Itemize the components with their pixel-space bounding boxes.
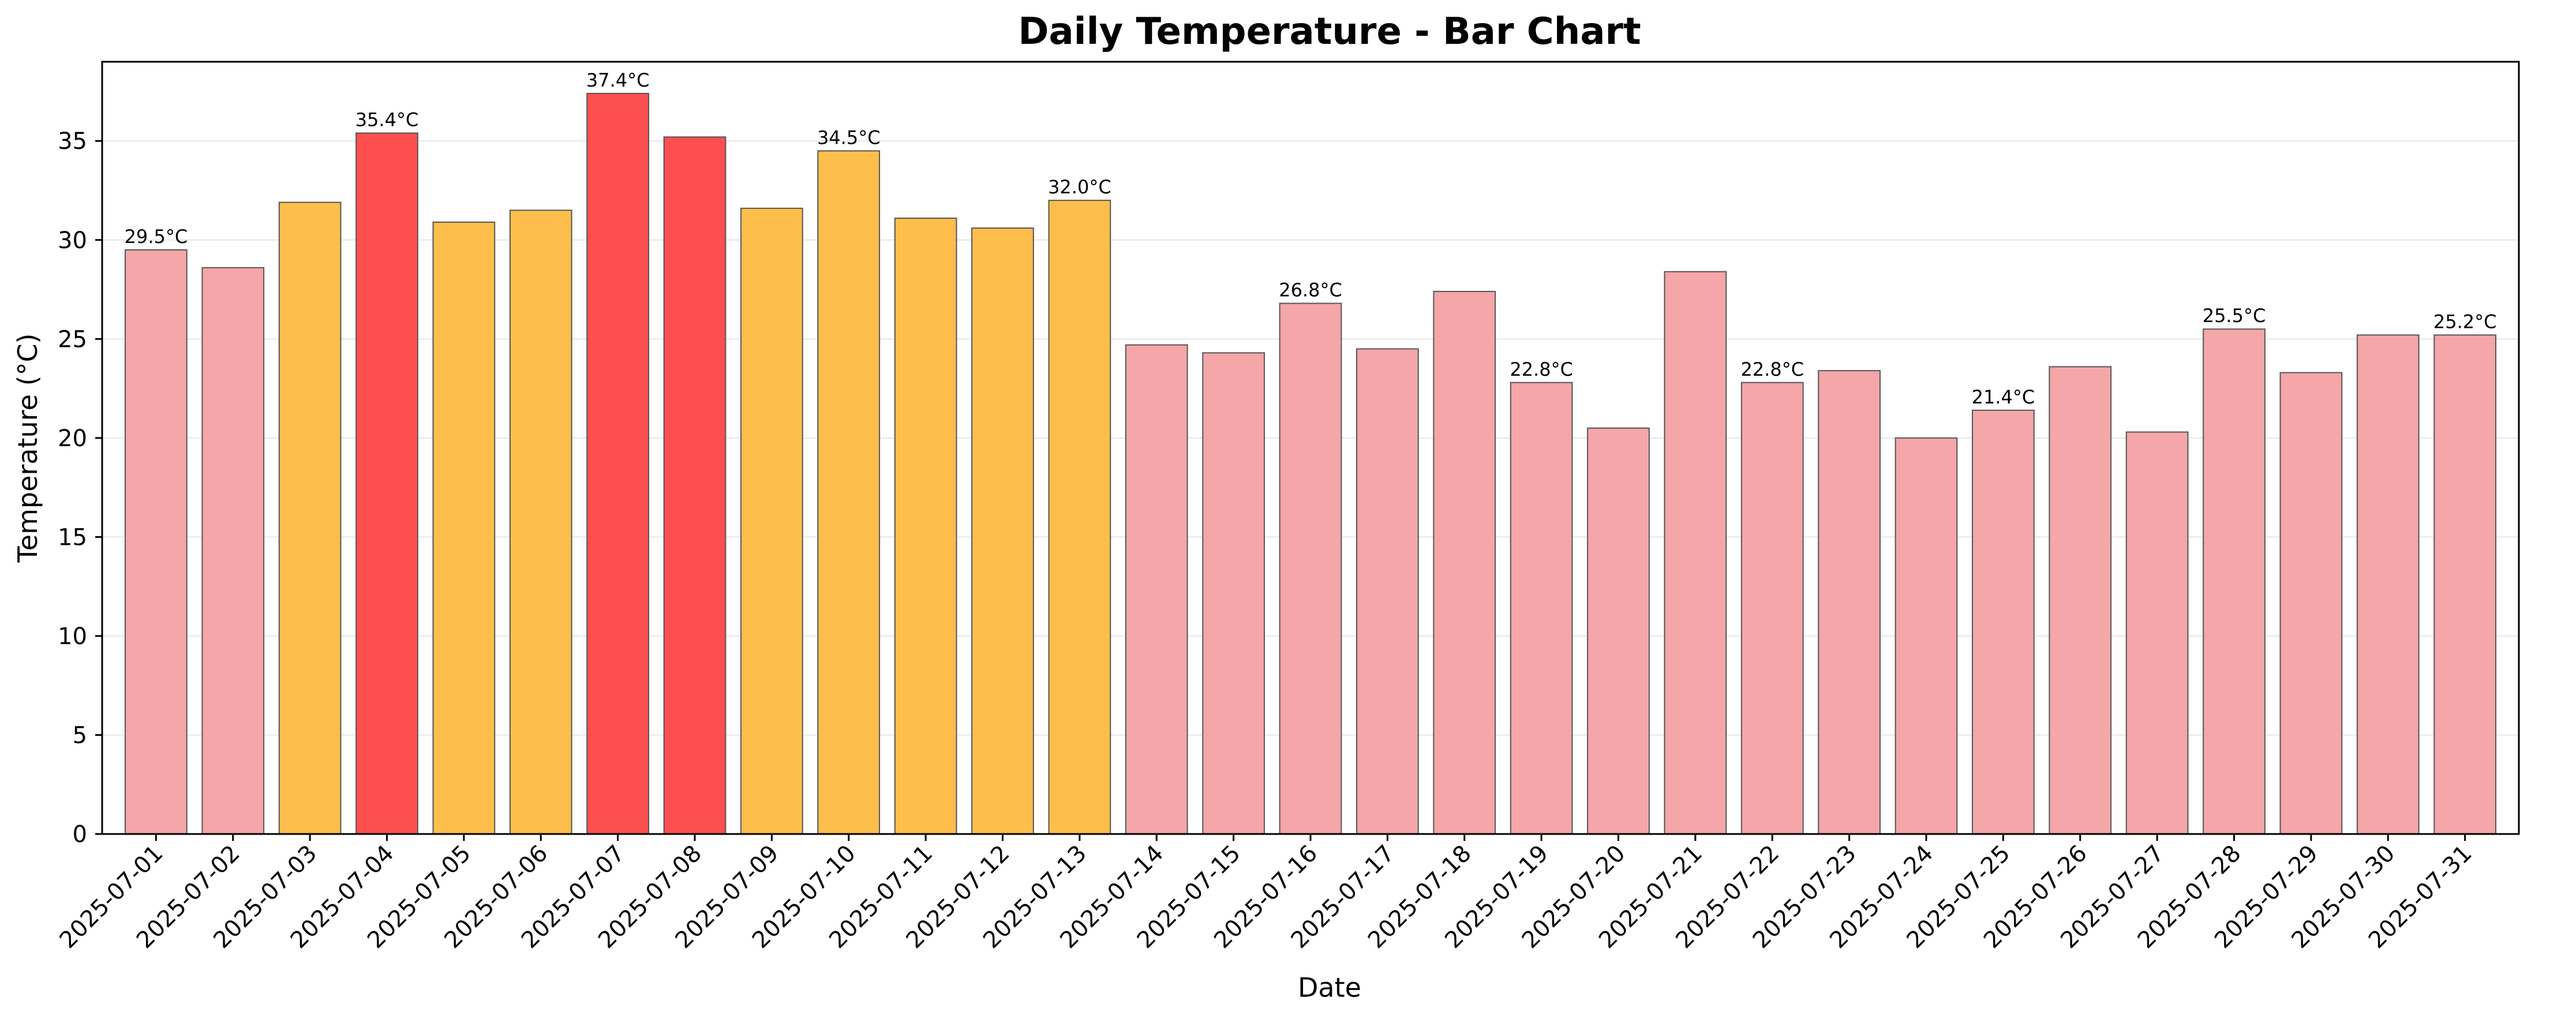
bar-2025-07-02 (201, 267, 265, 835)
bar-2025-07-17 (1356, 348, 1419, 835)
bar-data-label: 37.4°C (586, 69, 650, 91)
bar-2025-07-12 (971, 227, 1034, 835)
bar-data-label: 35.4°C (355, 109, 419, 131)
bar-2025-07-23 (1818, 370, 1881, 835)
bar-data-label: 21.4°C (1972, 386, 2035, 408)
bar-2025-07-19 (1510, 382, 1573, 835)
y-tick-label: 5 (73, 722, 87, 749)
y-tick-label: 25 (58, 326, 87, 353)
bar-2025-07-24 (1894, 437, 1958, 835)
bar-data-label: 25.5°C (2203, 305, 2266, 327)
bar-2025-07-27 (2125, 431, 2189, 835)
bar-2025-07-22 (1740, 382, 1804, 835)
y-axis-label: Temperature (°C) (12, 333, 43, 563)
bar-data-label: 26.8°C (1279, 279, 1342, 301)
bar-2025-07-26 (2049, 366, 2112, 835)
x-axis-label: Date (1298, 972, 1361, 1003)
y-axis-ticks: 0 5 10 15 20 25 30 35 (58, 128, 102, 848)
bar-2025-07-14 (1125, 344, 1188, 835)
y-tick-label: 10 (58, 623, 87, 650)
bar-2025-07-30 (2356, 334, 2420, 835)
chart-title: Daily Temperature - Bar Chart (1018, 10, 1641, 53)
y-tick-label: 20 (58, 425, 87, 452)
y-tick-label: 15 (58, 524, 87, 551)
bar-2025-07-21 (1664, 271, 1727, 835)
bar-2025-07-25 (1972, 409, 2035, 835)
bar-data-label: 34.5°C (817, 126, 881, 148)
bar-data-label: 29.5°C (125, 226, 188, 248)
bar-data-label: 22.8°C (1510, 358, 1573, 380)
bar-2025-07-09 (740, 207, 803, 835)
bar-2025-07-10 (817, 150, 881, 835)
bar-data-label: 25.2°C (2433, 311, 2497, 332)
bars (125, 92, 2496, 835)
bar-2025-07-04 (355, 132, 418, 835)
bar-2025-07-08 (663, 136, 727, 835)
y-tick-label: 30 (58, 227, 87, 254)
bar-2025-07-06 (509, 210, 572, 835)
bar-2025-07-16 (1279, 302, 1342, 835)
bar-2025-07-11 (894, 218, 957, 835)
bar-2025-07-18 (1433, 290, 1496, 835)
bar-2025-07-29 (2279, 372, 2343, 835)
bar-2025-07-05 (432, 221, 496, 835)
bar-2025-07-20 (1587, 427, 1650, 835)
bar-2025-07-03 (278, 201, 342, 835)
bar-data-label: 22.8°C (1740, 358, 1804, 380)
bar-data-labels: 29.5°C 35.4°C 37.4°C 34.5°C 32.0°C 26.8°C 22.8… (125, 69, 2497, 408)
bar-2025-07-13 (1048, 200, 1111, 835)
bar-2025-07-07 (586, 92, 649, 835)
bar-2025-07-01 (125, 249, 188, 835)
x-axis-ticks: 2025-07-012025-07-022025-07-032025-07-04… (55, 834, 2477, 953)
y-tick-label: 35 (58, 128, 87, 155)
bar-2025-07-31 (2433, 334, 2496, 835)
y-tick-label: 0 (73, 821, 87, 848)
bar-2025-07-15 (1202, 352, 1265, 835)
bar-2025-07-28 (2203, 328, 2266, 835)
bar-data-label: 32.0°C (1048, 176, 1111, 198)
